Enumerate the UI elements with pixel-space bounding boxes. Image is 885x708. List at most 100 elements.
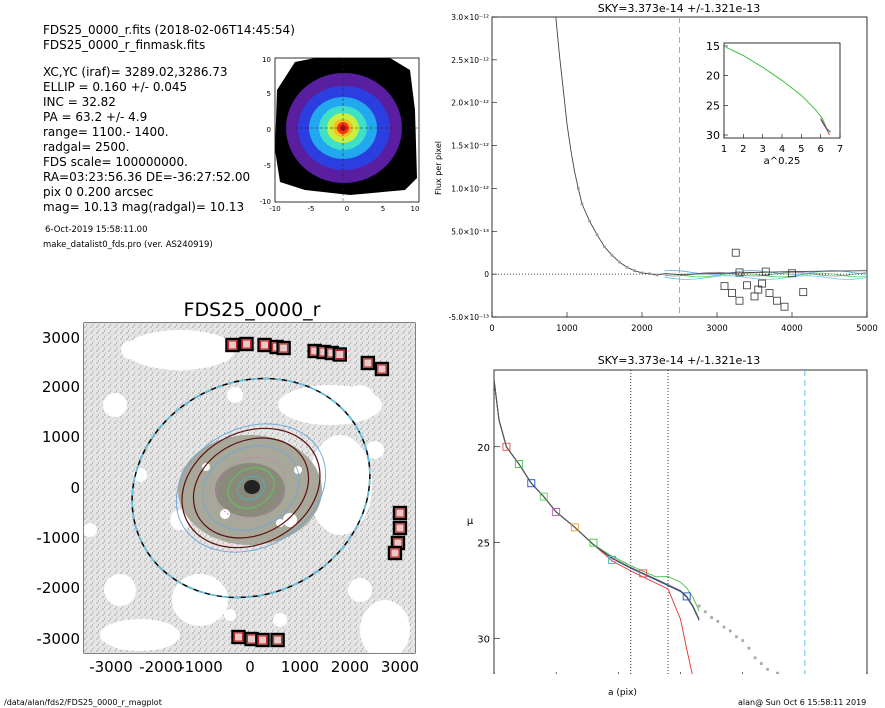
sky-xtick: 4000 (781, 324, 803, 334)
flux-profile-point (580, 202, 584, 206)
profile-ytick: 25 (477, 539, 490, 550)
image-xtick: -1000 (179, 658, 223, 676)
sky-ytick: 2.0×10⁻¹² (451, 99, 489, 108)
image-xtick: 3000 (381, 658, 419, 676)
sky-ytick: 1.5×10⁻¹² (451, 142, 489, 151)
mask-line: FDS25_0000_r_finmask.fits (43, 38, 206, 52)
star-mask-box (374, 361, 390, 377)
isophote-box (502, 442, 511, 451)
isophote-ellipse (215, 457, 287, 519)
star-mask-box-inner (395, 508, 405, 518)
isophote-ellipse (227, 467, 275, 509)
inset-xtick: 1 (721, 144, 727, 155)
star-mask-box (255, 632, 270, 648)
thumb-ytick: 10 (262, 56, 271, 64)
inset-xtick: 2 (740, 144, 746, 155)
star-mask-box (225, 337, 240, 353)
flux-profile-point (655, 273, 659, 277)
star-mask-box-inner (227, 340, 237, 350)
inset-xtick: 6 (817, 144, 823, 155)
inset-profile-red (820, 118, 830, 136)
isophote-ellipse (237, 475, 265, 501)
inset-ytick: 15 (706, 40, 720, 53)
star-mask-box (239, 336, 254, 352)
thumb-xtick: -5 (308, 205, 315, 213)
image-ytick: 1000 (42, 428, 80, 446)
sky-ylabel: Flux per pixel (434, 141, 443, 195)
isophote-box (570, 523, 579, 532)
profile-frame (493, 369, 868, 674)
sky-xtick: 5000 (856, 324, 878, 334)
sky-ytick: 3.0×10⁻¹² (451, 13, 489, 22)
param-line: range= 1100.- 1400. (43, 125, 169, 139)
sky-xtick: 3000 (706, 324, 728, 334)
sky-box (780, 302, 789, 311)
star-mask-box (360, 355, 376, 371)
sky-box (750, 292, 759, 301)
param-line: RA=03:23:56.36 DE=-36:27:52.00 (43, 170, 251, 184)
param-line: FDS scale= 100000000. (43, 155, 188, 169)
sky-box (731, 248, 740, 257)
star-mask-box (332, 347, 347, 362)
mask-hole (220, 509, 230, 519)
isophote-box (552, 508, 561, 516)
inset-xtick: 3 (759, 144, 765, 155)
radgal-ellipse-dash (131, 377, 371, 599)
range-ellipse-inner (192, 437, 310, 539)
flux-profile-point (633, 269, 636, 273)
param-line: XC,YC (iraf)= 3289.02,3286.73 (43, 65, 228, 79)
mu-profile-point (735, 635, 738, 639)
mask-hole (84, 523, 97, 537)
mask-hole (294, 466, 302, 474)
image-xtick: -2000 (139, 658, 183, 676)
isophote-box (527, 479, 536, 488)
param-line: pix 0 0.200 arcsec (43, 185, 154, 199)
flux-profile-point (610, 253, 614, 257)
file-line: FDS25_0000_r.fits (2018-02-06T14:45:54) (43, 23, 295, 37)
footer-timestamp: alan@ Sun Oct 6 15:58:11 2019 (738, 698, 867, 707)
sky-flux-chart: SKY=3.373e-14 +/-1.321e-13 Flux per pixe… (434, 2, 878, 334)
sky-ytick: 0 (484, 270, 489, 279)
star-mask-box-inner (233, 632, 243, 642)
star-mask-box-inner (395, 523, 405, 533)
mu-profile-point (776, 671, 779, 674)
program-line: make_datalist0_fds.pro (ver. AS240919) (43, 240, 213, 250)
inset-profile-blue (820, 119, 831, 132)
sky-trace (664, 272, 868, 278)
image-xtick: -3000 (89, 658, 133, 676)
sky-box (761, 267, 770, 276)
sky-box (735, 296, 744, 305)
flux-profile-point (588, 219, 591, 223)
mu-profile-point (703, 610, 707, 614)
profile-xlabel: a (pix) (608, 688, 637, 698)
param-line: ELLIP = 0.160 +/- 0.045 (43, 80, 188, 94)
inset-xlabel: a^0.25 (764, 156, 801, 167)
isophote-box (608, 556, 617, 564)
mu-profile-point (747, 646, 751, 650)
mask-hole (172, 574, 228, 626)
image-ytick: -1000 (36, 529, 80, 547)
mu-profile-line (493, 379, 700, 620)
mask-hole (278, 385, 382, 425)
mask-hole (276, 519, 284, 527)
mu-profile-line (493, 379, 700, 611)
sky-xtick: 0 (489, 324, 494, 334)
flux-profile-point (576, 187, 580, 190)
profile-ylabel: μ (467, 516, 474, 527)
flux-profile-point (640, 271, 644, 275)
mask-hole (283, 513, 297, 527)
sky-ytick: 5.0×10⁻¹³ (451, 227, 489, 236)
param-line: radgal= 2500. (43, 140, 130, 154)
sky-box (728, 289, 736, 297)
mask-hole (348, 578, 372, 602)
flux-profile-point (625, 265, 629, 269)
star-mask-box (392, 520, 408, 536)
thumb-xtick: 0 (345, 205, 349, 213)
thumb-xtick: -10 (269, 205, 280, 213)
mask-hole (125, 330, 235, 370)
footer-path: /data/alan/fds2/FDS25_0000_r_magplot (4, 698, 162, 707)
mu-profile-point (766, 667, 769, 671)
sky-box (743, 281, 751, 290)
profile-ytick: 30 (477, 635, 490, 646)
